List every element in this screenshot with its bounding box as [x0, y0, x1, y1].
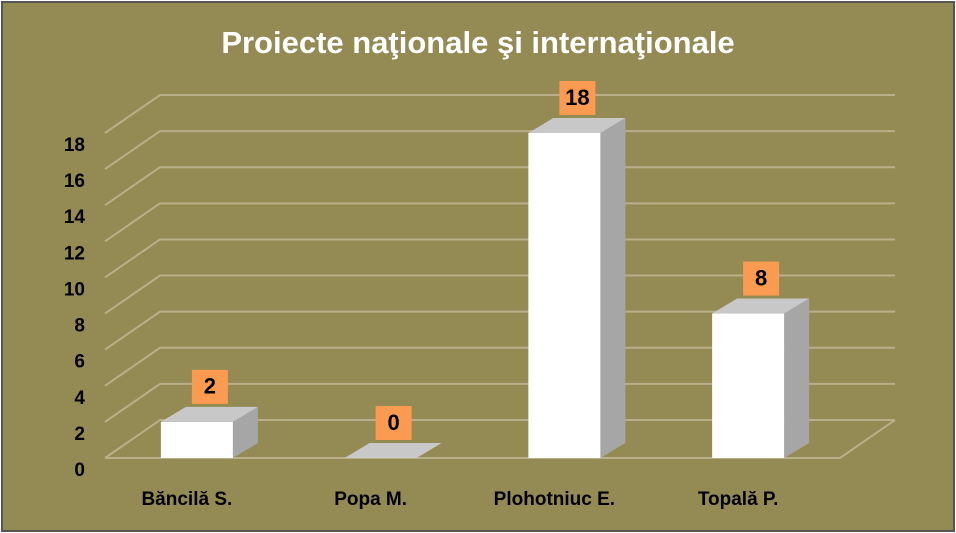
grid-line	[104, 202, 895, 243]
grid-line	[104, 274, 895, 315]
bar-top	[160, 406, 258, 422]
value-label: 2	[204, 374, 216, 399]
grid-line	[104, 346, 895, 387]
bar-top	[528, 118, 626, 133]
value-label: 8	[755, 265, 767, 290]
grid-line	[104, 94, 895, 134]
x-tick-label: Plohotniuc E.	[494, 489, 615, 510]
bar-front	[528, 133, 601, 458]
y-tick-label: 0	[74, 460, 85, 481]
grid-line	[104, 310, 895, 351]
grid-line	[104, 382, 895, 423]
y-tick-label: 4	[74, 388, 85, 409]
value-label: 0	[388, 410, 400, 435]
bar-front	[712, 313, 785, 458]
bar-side	[232, 406, 258, 458]
grid-line	[104, 130, 895, 170]
bar-top	[712, 298, 810, 314]
y-tick-label: 18	[64, 135, 85, 156]
x-tick-label: Popa M.	[334, 489, 407, 510]
bar	[344, 443, 442, 458]
bar	[160, 406, 258, 458]
y-tick-label: 16	[64, 171, 85, 192]
value-label: 18	[565, 85, 589, 110]
chart-title: Proiecte naţionale şi internaţionale	[221, 25, 734, 60]
bar	[712, 298, 810, 458]
y-tick-label: 12	[64, 243, 85, 264]
x-tick-label: Topală P.	[698, 489, 779, 510]
bar-side	[784, 298, 810, 458]
bar-front	[160, 421, 233, 458]
value-label-box	[191, 369, 228, 404]
y-tick-label: 2	[74, 424, 85, 445]
bar-side	[600, 118, 626, 458]
grid-line	[104, 238, 895, 279]
bar	[528, 118, 626, 458]
value-label-box	[375, 406, 412, 440]
y-tick-label: 8	[74, 316, 85, 337]
value-label-box	[559, 81, 596, 115]
y-tick-label: 14	[64, 207, 86, 228]
y-tick-label: 10	[64, 279, 85, 300]
bar-top	[344, 443, 442, 458]
value-label-box	[743, 261, 780, 296]
x-tick-label: Băncilă S.	[141, 489, 232, 510]
grid-line	[104, 419, 895, 459]
y-tick-label: 6	[74, 352, 85, 373]
grid-line	[104, 166, 895, 207]
